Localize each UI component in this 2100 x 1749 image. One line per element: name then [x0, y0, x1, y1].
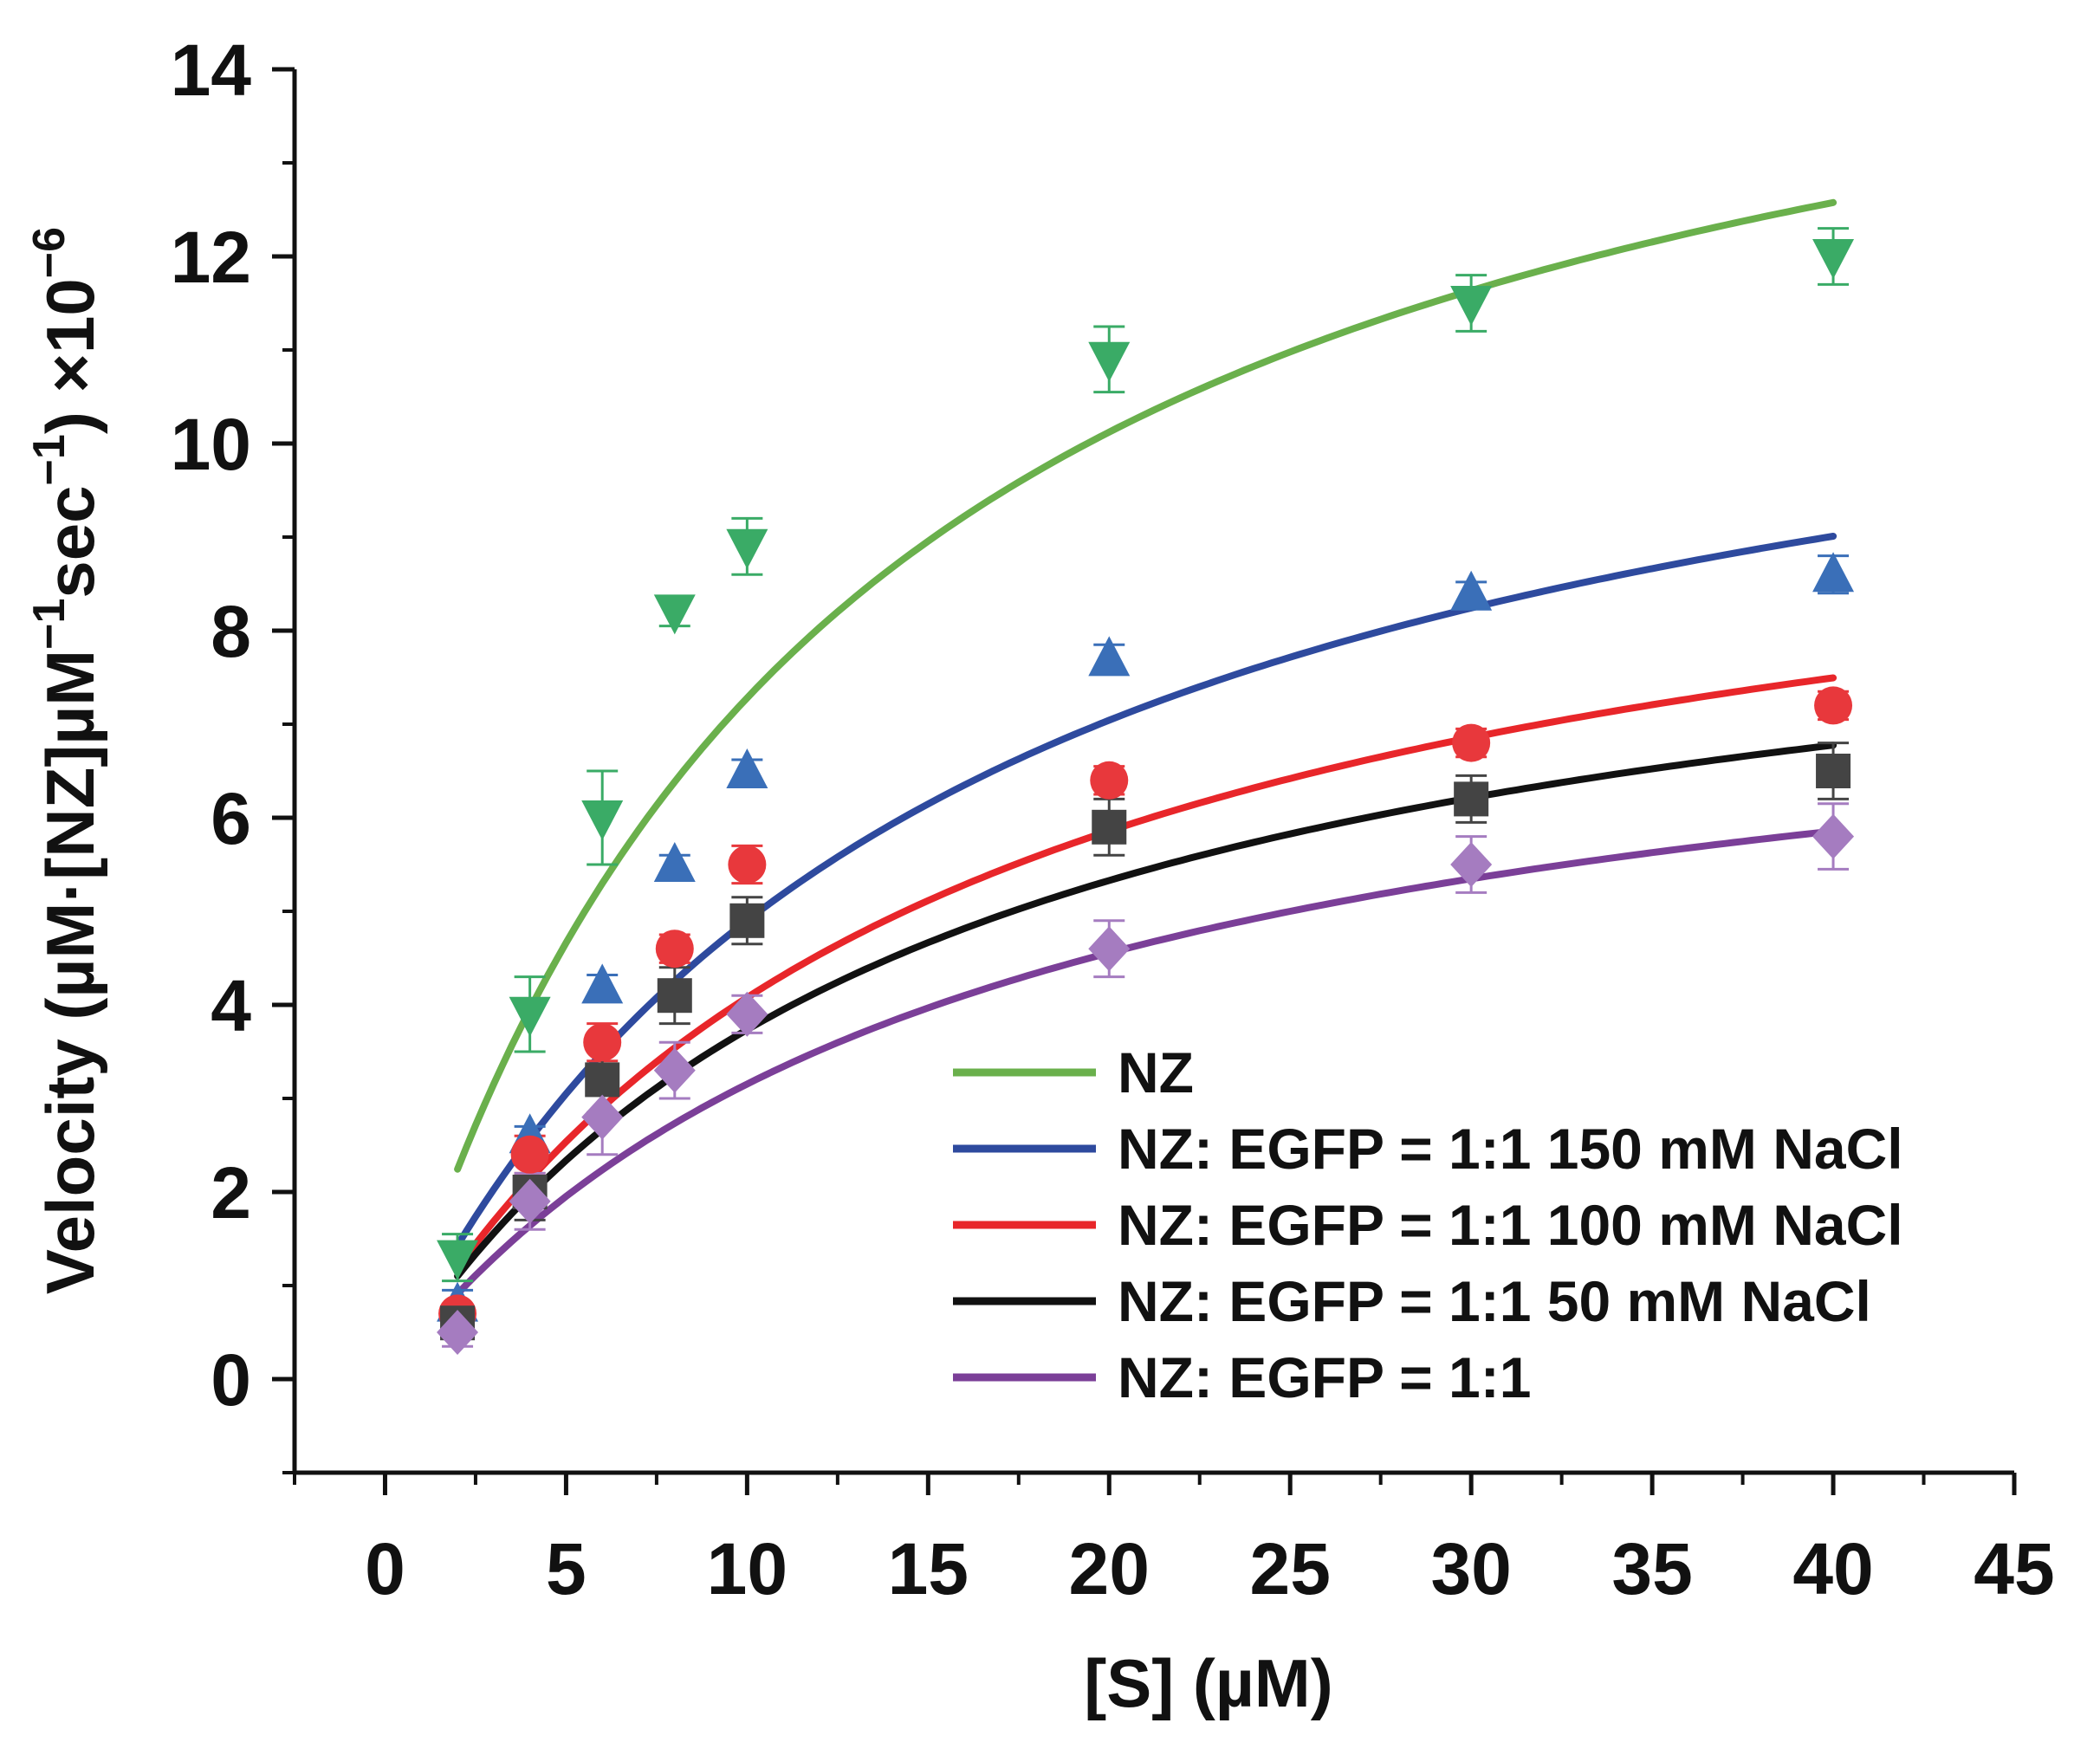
x-tick-label: 5 [546, 1528, 587, 1610]
y-axis-title-part1: Velocity (µM·[NZ]µM [32, 650, 108, 1294]
legend-label-4: NZ: EGFP = 1:1 [1118, 1345, 1531, 1409]
y-tick-label: 6 [211, 778, 251, 859]
data-point-triangle-up [726, 748, 768, 788]
fit-curve-1 [454, 533, 1838, 1249]
y-tick-label: 8 [211, 591, 251, 672]
x-tick-label: 20 [1069, 1528, 1150, 1610]
data-point-circle [1090, 761, 1129, 800]
data-point-square [1092, 809, 1127, 845]
legend-label-3: NZ: EGFP = 1:1 50 mM NaCl [1118, 1269, 1871, 1333]
data-point-circle [655, 930, 694, 968]
data-point-diamond [581, 1094, 624, 1140]
legend-label-1: NZ: EGFP = 1:1 150 mM NaCl [1118, 1117, 1903, 1181]
legend: NZ NZ: EGFP = 1:1 150 mM NaCl NZ: EGFP = 1… [953, 1040, 1903, 1409]
data-point-triangle-up [1812, 552, 1855, 593]
y-axis-title-part3: ) ×10 [32, 278, 108, 434]
data-point-triangle-down [1088, 341, 1131, 382]
data-point-diamond [437, 1310, 479, 1355]
y-tick-label: 2 [211, 1152, 251, 1234]
data-point-circle [583, 1023, 622, 1062]
data-point-circle [728, 845, 767, 884]
data-point-circle [1452, 723, 1491, 762]
data-point-triangle-up [581, 963, 624, 1004]
fit-curve-4 [454, 827, 1838, 1298]
y-axis-title: Velocity (µM·[NZ]µM−1sec−1) ×10−6 [24, 227, 108, 1294]
data-point-triangle-up [653, 842, 696, 882]
data-markers [437, 239, 1855, 1355]
data-point-square [729, 903, 765, 938]
y-tick-label: 4 [211, 965, 251, 1046]
data-point-diamond [1812, 813, 1855, 859]
x-tick-label: 25 [1249, 1528, 1330, 1610]
data-point-square [1816, 754, 1851, 788]
data-point-diamond [1088, 926, 1131, 972]
x-tick-label: 30 [1430, 1528, 1511, 1610]
data-point-square [1454, 781, 1489, 817]
y-axis-title-part2: sec [32, 485, 108, 598]
data-point-diamond [653, 1047, 696, 1093]
data-point-square [657, 978, 692, 1014]
data-point-triangle-down [653, 594, 696, 635]
x-axis-title: [S] (µM) [1084, 1645, 1333, 1721]
data-point-circle [1814, 686, 1853, 725]
data-point-square [585, 1062, 620, 1098]
data-point-circle [510, 1135, 549, 1174]
data-point-diamond [509, 1178, 551, 1224]
y-axis-title-sup3: −6 [24, 227, 75, 278]
data-point-triangle-down [509, 996, 551, 1037]
axes: 0 5 10 15 20 25 30 35 40 45 0 2 4 6 8 10 12 14 [171, 29, 2055, 1610]
fit-curve-0 [454, 198, 1838, 1173]
fit-curve-2 [454, 674, 1838, 1272]
x-tick-label: 0 [365, 1528, 405, 1610]
data-point-triangle-down [437, 1240, 479, 1280]
x-tick-label: 10 [707, 1528, 788, 1610]
y-tick-label: 14 [171, 29, 252, 111]
y-tick-label: 0 [211, 1339, 251, 1421]
legend-label-2: NZ: EGFP = 1:1 100 mM NaCl [1118, 1193, 1903, 1257]
data-point-triangle-down [1812, 239, 1855, 279]
data-point-triangle-up [1450, 570, 1493, 611]
x-tick-label: 35 [1611, 1528, 1692, 1610]
data-point-triangle-down [726, 528, 768, 569]
data-point-triangle-up [1088, 636, 1131, 677]
data-point-triangle-down [581, 800, 624, 840]
y-tick-label: 12 [171, 217, 251, 298]
x-tick-label: 45 [1974, 1528, 2054, 1610]
y-tick-label: 10 [171, 404, 251, 485]
y-axis-title-sup2: −1 [24, 434, 75, 485]
data-point-diamond [726, 991, 768, 1037]
y-axis-title-sup1: −1 [24, 599, 75, 650]
data-point-diamond [1450, 842, 1493, 887]
x-tick-label: 15 [888, 1528, 969, 1610]
x-tick-label: 40 [1792, 1528, 1873, 1610]
legend-label-0: NZ [1118, 1040, 1194, 1104]
data-point-triangle-down [1450, 286, 1493, 326]
